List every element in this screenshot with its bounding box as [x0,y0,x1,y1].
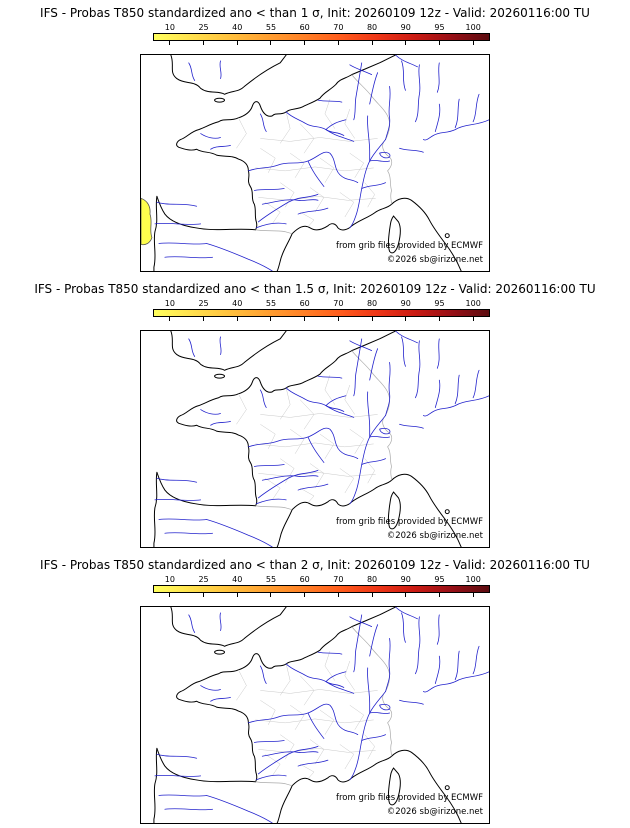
credit-author: ©2026 sb@irizone.net [386,255,483,265]
colorbar-tick-label: 95 [434,299,445,308]
colorbar-tick-label: 90 [400,23,411,32]
credit-ecmwf: from grib files provided by ECMWF [336,241,483,251]
colorbar: 10 25 40 55 60 70 80 90 95 100 [153,23,490,45]
map-base [141,331,489,547]
colorbar: 10 25 40 55 60 70 80 90 95 100 [153,299,490,321]
colorbar-tick-label: 100 [465,299,481,308]
colorbar-ticks [153,593,490,597]
colorbar-tick-label: 10 [164,23,175,32]
forecast-panel-1sigma: IFS - Probas T850 standardized ano < tha… [0,0,630,276]
colorbar-tick-label: 80 [366,23,378,32]
colorbar-ticks [153,317,490,321]
forecast-panel-2sigma: IFS - Probas T850 standardized ano < tha… [0,552,630,828]
colorbar-tick-label: 90 [400,299,411,308]
colorbar-tick-label: 25 [198,575,209,584]
colorbar-gradient [153,585,490,593]
colorbar-tick-label: 60 [299,23,310,32]
colorbar-tick-label: 95 [434,575,445,584]
colorbar-gradient [153,33,490,41]
colorbar-labels: 10 25 40 55 60 70 80 90 95 100 [153,575,490,584]
colorbar-tick-label: 55 [265,23,277,32]
colorbar-tick-label: 40 [232,575,243,584]
colorbar-tick-label: 100 [465,575,481,584]
panel-title: IFS - Probas T850 standardized ano < tha… [34,282,596,296]
credit-author: ©2026 sb@irizone.net [386,807,483,817]
map-base [141,607,489,823]
colorbar-labels: 10 25 40 55 60 70 80 90 95 100 [153,23,490,32]
colorbar-tick-label: 25 [198,23,209,32]
colorbar-tick-label: 70 [333,299,344,308]
panel-title: IFS - Probas T850 standardized ano < tha… [40,558,590,572]
colorbar-tick-label: 40 [232,299,243,308]
anomaly-patch [141,197,153,246]
credit-ecmwf: from grib files provided by ECMWF [336,517,483,527]
colorbar-tick-label: 10 [164,575,175,584]
colorbar-tick-label: 55 [265,575,277,584]
forecast-panel-1-5sigma: IFS - Probas T850 standardized ano < tha… [0,276,630,552]
colorbar-tick-label: 25 [198,299,209,308]
colorbar-tick-label: 10 [164,299,175,308]
colorbar-tick-label: 60 [299,299,310,308]
colorbar-tick-label: 100 [465,23,481,32]
colorbar-gradient [153,309,490,317]
panel-title: IFS - Probas T850 standardized ano < tha… [40,6,590,20]
colorbar-ticks [153,41,490,45]
colorbar-tick-label: 70 [333,575,344,584]
map-france: from grib files provided by ECMWF ©2026 … [140,606,490,824]
colorbar-tick-label: 80 [366,299,378,308]
map-france: from grib files provided by ECMWF ©2026 … [140,330,490,548]
colorbar-tick-label: 95 [434,23,445,32]
colorbar-tick-label: 60 [299,575,310,584]
colorbar-tick-label: 80 [366,575,378,584]
colorbar-tick-label: 55 [265,299,277,308]
colorbar: 10 25 40 55 60 70 80 90 95 100 [153,575,490,597]
credit-ecmwf: from grib files provided by ECMWF [336,793,483,803]
colorbar-tick-label: 90 [400,575,411,584]
colorbar-tick-label: 70 [333,23,344,32]
map-france: from grib files provided by ECMWF ©2026 … [140,54,490,272]
credit-author: ©2026 sb@irizone.net [386,531,483,541]
colorbar-tick-label: 40 [232,23,243,32]
colorbar-labels: 10 25 40 55 60 70 80 90 95 100 [153,299,490,308]
